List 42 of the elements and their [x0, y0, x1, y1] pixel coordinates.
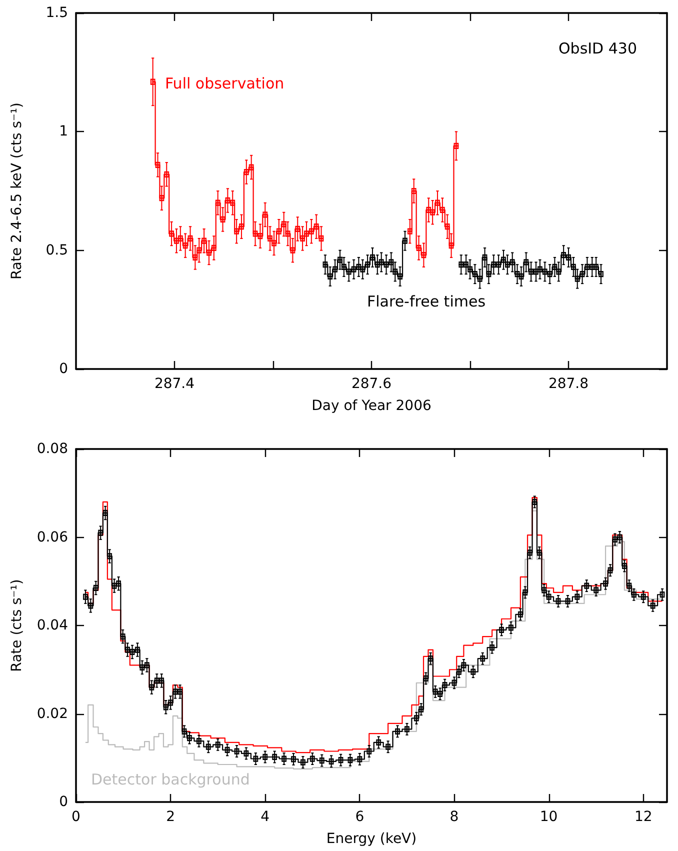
point	[510, 259, 515, 266]
x-tick-label: 287.6	[351, 376, 392, 392]
point	[556, 268, 562, 275]
point	[378, 259, 384, 266]
y-tick-label: 0.08	[36, 441, 68, 457]
point	[169, 230, 174, 237]
point	[281, 221, 286, 228]
point	[524, 259, 529, 266]
point	[528, 268, 534, 275]
annotation: ObsID 430	[558, 40, 637, 58]
point	[248, 164, 254, 170]
series-label: Full observation	[165, 74, 284, 92]
point	[304, 230, 309, 237]
x-tick-label: 287.8	[548, 376, 589, 392]
x-tick-label: 4	[260, 809, 270, 825]
x-tick-label: 2	[166, 809, 176, 825]
y-tick-label: 1.5	[46, 5, 68, 21]
series-label: Detector background	[91, 770, 250, 788]
series-label: Flare-free times	[367, 292, 486, 310]
y-tick-label: 0	[59, 794, 68, 810]
x-axis-title: Energy (keV)	[326, 831, 417, 847]
x-tick-label: 6	[355, 809, 364, 825]
y-tick-label: 0.06	[36, 529, 68, 546]
x-axis-title: Day of Year 2006	[312, 398, 432, 414]
y-tick-label: 0.04	[36, 618, 68, 634]
x-tick-label: 12	[634, 809, 652, 825]
x-tick-label: 287.4	[154, 376, 195, 392]
y-tick-label: 0.02	[36, 706, 68, 722]
point	[206, 250, 212, 256]
point	[262, 212, 268, 218]
point	[271, 240, 276, 246]
y-tick-label: 0	[59, 361, 68, 377]
y-tick-label: 0.5	[46, 242, 68, 258]
point	[346, 268, 352, 275]
x-tick-label: 8	[450, 809, 459, 825]
y-axis-title: Rate (cts s⁻¹)	[9, 579, 25, 672]
x-tick-label: 10	[540, 809, 558, 825]
y-tick-label: 1	[59, 124, 68, 140]
point	[542, 268, 548, 275]
point	[392, 268, 398, 275]
y-axis-title: Rate 2.4-6.5 keV (cts s⁻¹)	[9, 102, 25, 280]
x-tick-label: 0	[72, 809, 80, 825]
